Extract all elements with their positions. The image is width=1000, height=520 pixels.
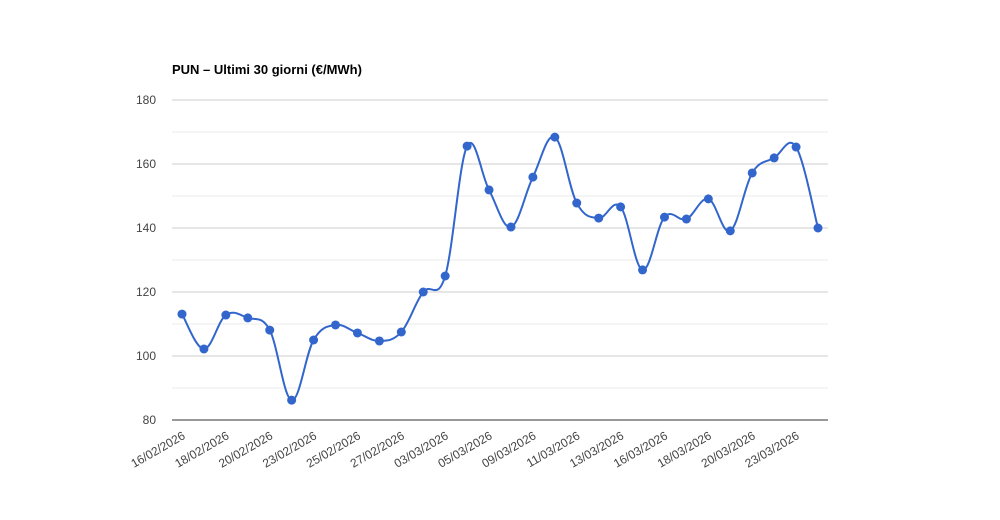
point — [659, 212, 669, 222]
point — [791, 142, 801, 152]
point — [769, 153, 779, 163]
point — [638, 265, 648, 275]
chart-title: PUN – Ultimi 30 giorni (€/MWh) — [172, 62, 362, 77]
point — [462, 141, 472, 151]
point — [374, 336, 384, 346]
y-tick-label: 120 — [136, 285, 156, 299]
point — [440, 271, 450, 281]
point — [528, 172, 538, 182]
point — [396, 327, 406, 337]
point — [177, 309, 187, 319]
y-tick-label: 160 — [136, 157, 156, 171]
y-tick-label: 140 — [136, 221, 156, 235]
y-tick-label: 180 — [136, 93, 156, 107]
point — [309, 335, 319, 345]
point — [813, 223, 823, 233]
point — [243, 313, 253, 323]
point — [572, 198, 582, 208]
point — [418, 287, 428, 297]
point — [703, 194, 713, 204]
point — [681, 214, 691, 224]
y-tick-label: 100 — [136, 349, 156, 363]
point — [331, 320, 341, 330]
point — [594, 213, 604, 223]
point — [265, 325, 275, 335]
y-tick-label: 80 — [143, 413, 157, 427]
point — [616, 202, 626, 212]
point — [352, 328, 362, 338]
point — [747, 168, 757, 178]
point — [725, 226, 735, 236]
point — [484, 185, 494, 195]
point — [221, 310, 231, 320]
point — [506, 222, 516, 232]
point — [287, 395, 297, 405]
point — [550, 132, 560, 142]
point — [199, 344, 209, 354]
